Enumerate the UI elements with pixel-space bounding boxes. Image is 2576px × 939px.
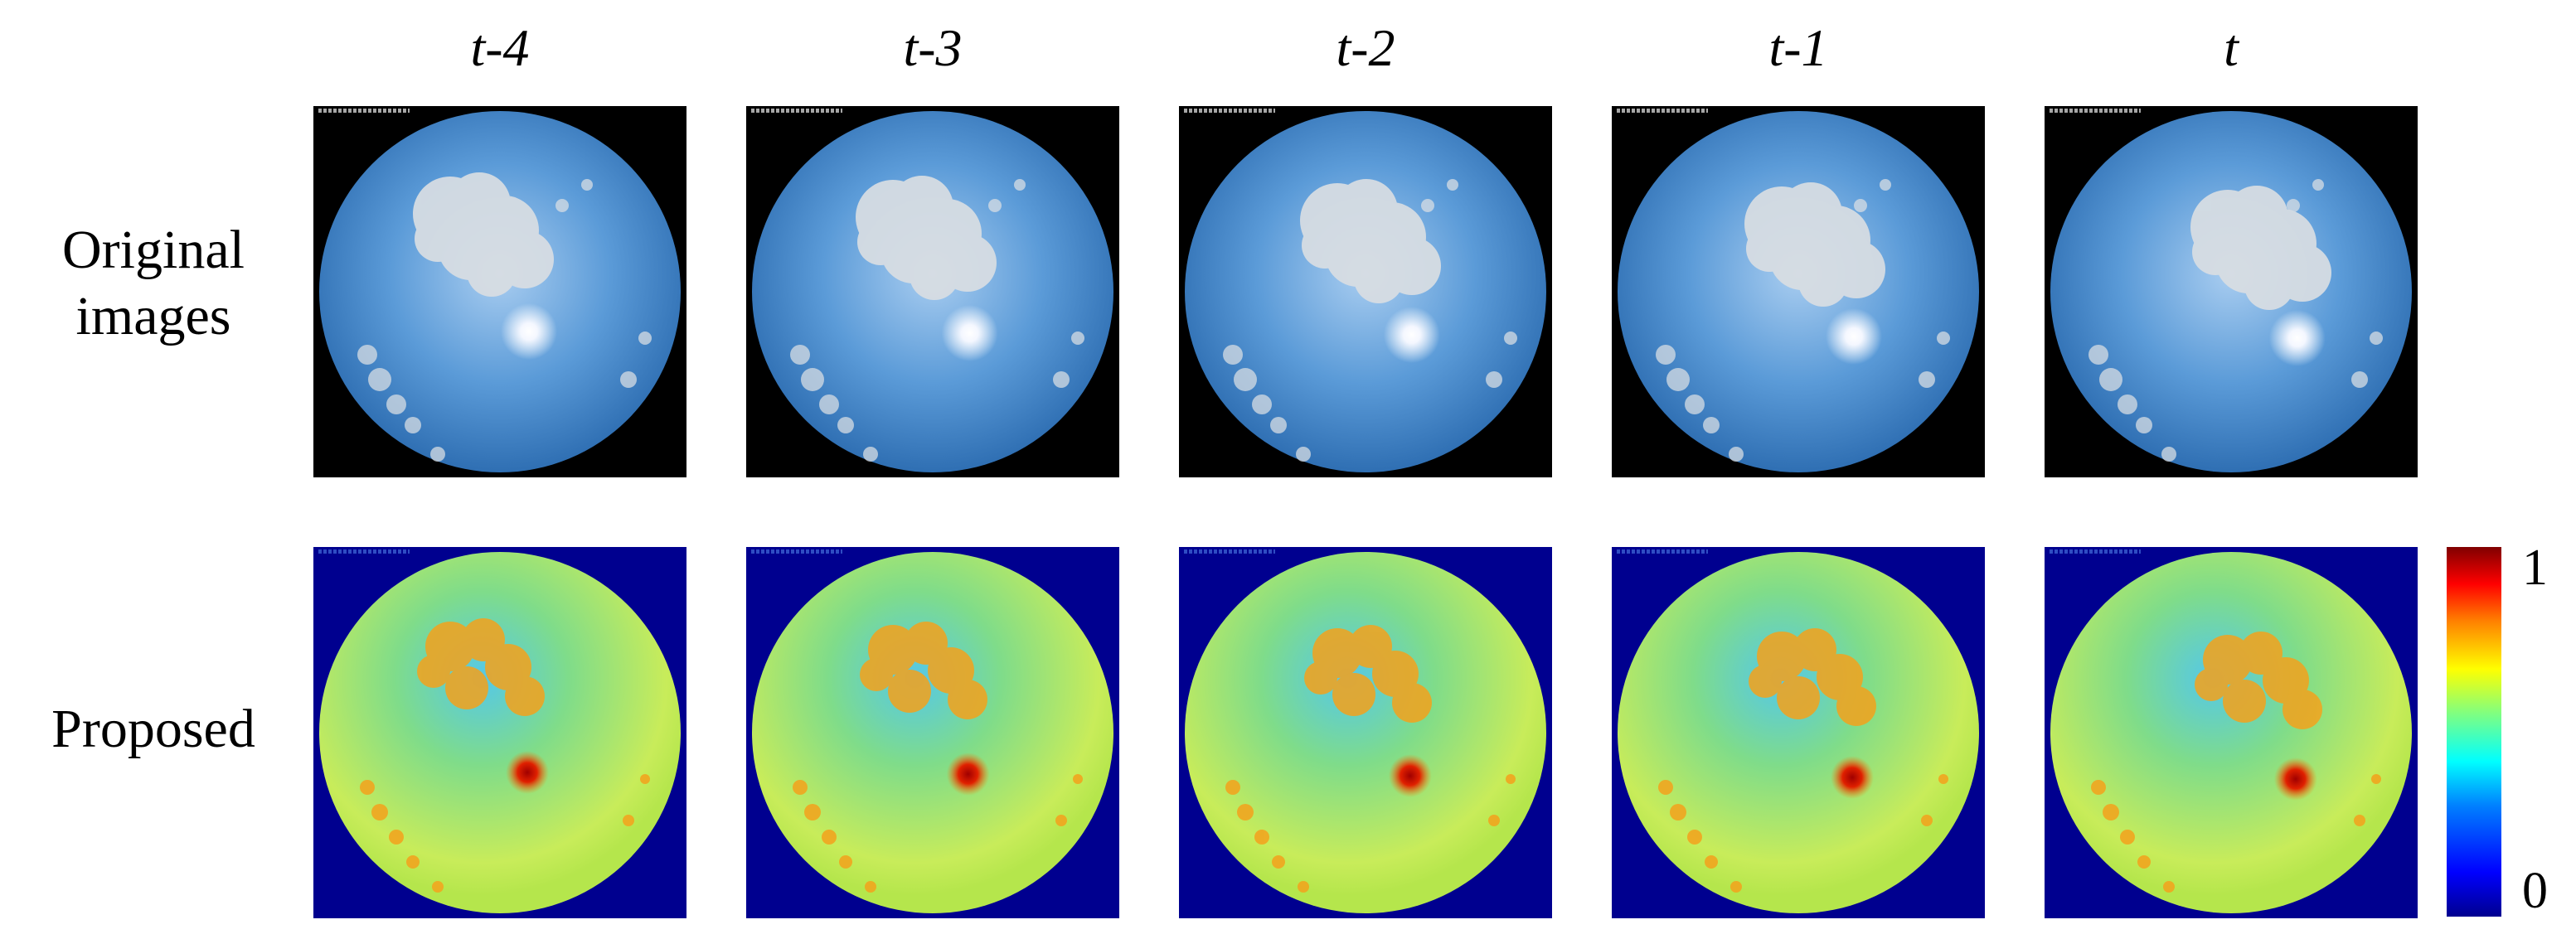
probability-map [1618, 552, 1979, 913]
sky-dome [1618, 111, 1979, 472]
proposed-map-t-1 [1612, 547, 1985, 918]
probability-map [319, 552, 681, 913]
sun-hotspot [506, 751, 549, 794]
colorbar-max-label: 1 [2522, 540, 2548, 596]
timestamp-overlay [1617, 549, 1708, 554]
sun-glare [941, 305, 998, 361]
colorbar-min-label: 0 [2522, 863, 2548, 919]
map-dome [1618, 552, 1979, 913]
probability-map [752, 552, 1113, 913]
column-label-t-2: t-2 [1336, 18, 1395, 77]
column-label-t-1: t-1 [1768, 18, 1828, 77]
column-label-t-4: t-4 [470, 18, 530, 77]
probability-map [2050, 552, 2412, 913]
timestamp-overlay [751, 549, 842, 554]
cloud-mass [357, 172, 652, 462]
row-label-original-images: Original images [0, 217, 307, 350]
original-image-t-4 [313, 106, 686, 477]
map-dome [2050, 552, 2412, 913]
sky-fisheye [1185, 111, 1546, 472]
cloud-mass [1656, 179, 1950, 462]
proposed-map-t-4 [313, 547, 686, 918]
map-dome [1185, 552, 1546, 913]
original-image-t-1 [1612, 106, 1985, 477]
sky-fisheye [2050, 111, 2412, 472]
sky-fisheye [752, 111, 1113, 472]
cloud-mass [1223, 179, 1517, 462]
row-label-original-line1: Original [62, 220, 245, 280]
column-label-t-3: t-3 [903, 18, 963, 77]
sun-glare [501, 303, 557, 360]
timestamp-overlay [2050, 549, 2141, 554]
map-dome [752, 552, 1113, 913]
original-image-t-3 [746, 106, 1119, 477]
sun-hotspot [1831, 756, 1874, 799]
timestamp-overlay [2050, 109, 2141, 113]
cloud-probability-high [2091, 632, 2381, 893]
cloud-mass [2088, 179, 2383, 462]
sun-hotspot [2273, 757, 2317, 801]
proposed-map-t [2045, 547, 2418, 918]
original-image-t [2045, 106, 2418, 477]
cloud-probability-high [793, 622, 1083, 893]
cloud-probability-high [360, 618, 650, 893]
sun-glare [2268, 310, 2326, 366]
proposed-map-t-2 [1179, 547, 1552, 918]
sun-glare [1826, 308, 1882, 365]
sun-glare [1383, 307, 1440, 363]
sky-fisheye [1618, 111, 1979, 472]
probability-map [1185, 552, 1546, 913]
proposed-map-t-3 [746, 547, 1119, 918]
timestamp-overlay [1617, 109, 1708, 113]
timestamp-overlay [751, 109, 842, 113]
sky-fisheye [319, 111, 681, 472]
timestamp-overlay [1184, 549, 1275, 554]
cloud-probability-high [1658, 628, 1948, 893]
row-label-original-line2: images [75, 286, 231, 346]
original-image-t-2 [1179, 106, 1552, 477]
sky-dome [2050, 111, 2412, 472]
sun-hotspot [1388, 754, 1432, 797]
timestamp-overlay [318, 549, 410, 554]
cloud-probability-high [1225, 625, 1516, 893]
map-dome [319, 552, 681, 913]
timestamp-overlay [318, 109, 410, 113]
sun-hotspot [946, 753, 990, 796]
column-label-t: t [2224, 18, 2239, 77]
row-label-proposed: Proposed [51, 699, 255, 759]
cloud-mass [790, 176, 1084, 462]
timestamp-overlay [1184, 109, 1275, 113]
colorbar [2447, 547, 2501, 917]
